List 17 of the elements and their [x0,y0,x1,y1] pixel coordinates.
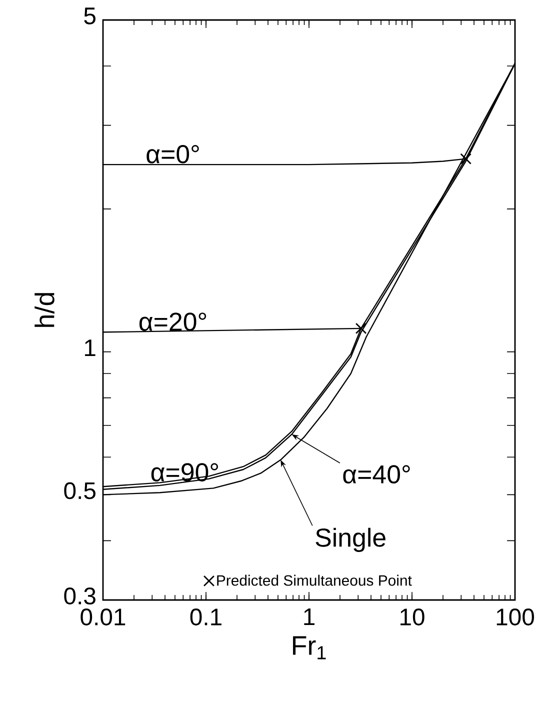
y-tick-label: 5 [84,8,96,24]
legend-label: Predicted Simultaneous Point [217,574,412,586]
x-tick-label: 0.01 [80,608,126,626]
legend-label: α=40° [343,465,410,484]
text: Single [316,528,386,552]
y-tick-label: 0.5 [64,482,96,500]
x-axis-title: Fr$_{1}$ [293,636,326,660]
y-axis-title: h/d [34,293,54,327]
series-label: α=20° [139,312,206,331]
y-tick-label: 0.3 [64,588,96,604]
x-tick-label: 100 [496,608,534,626]
x-tick-label: 10 [400,608,424,626]
x-tick-label: 0.1 [190,608,222,626]
x-tick-label: 1 [304,608,314,625]
series-label: α=0° [146,145,199,164]
y-tick-label: 1 [85,340,96,356]
legend-label: α=90° [151,463,218,482]
